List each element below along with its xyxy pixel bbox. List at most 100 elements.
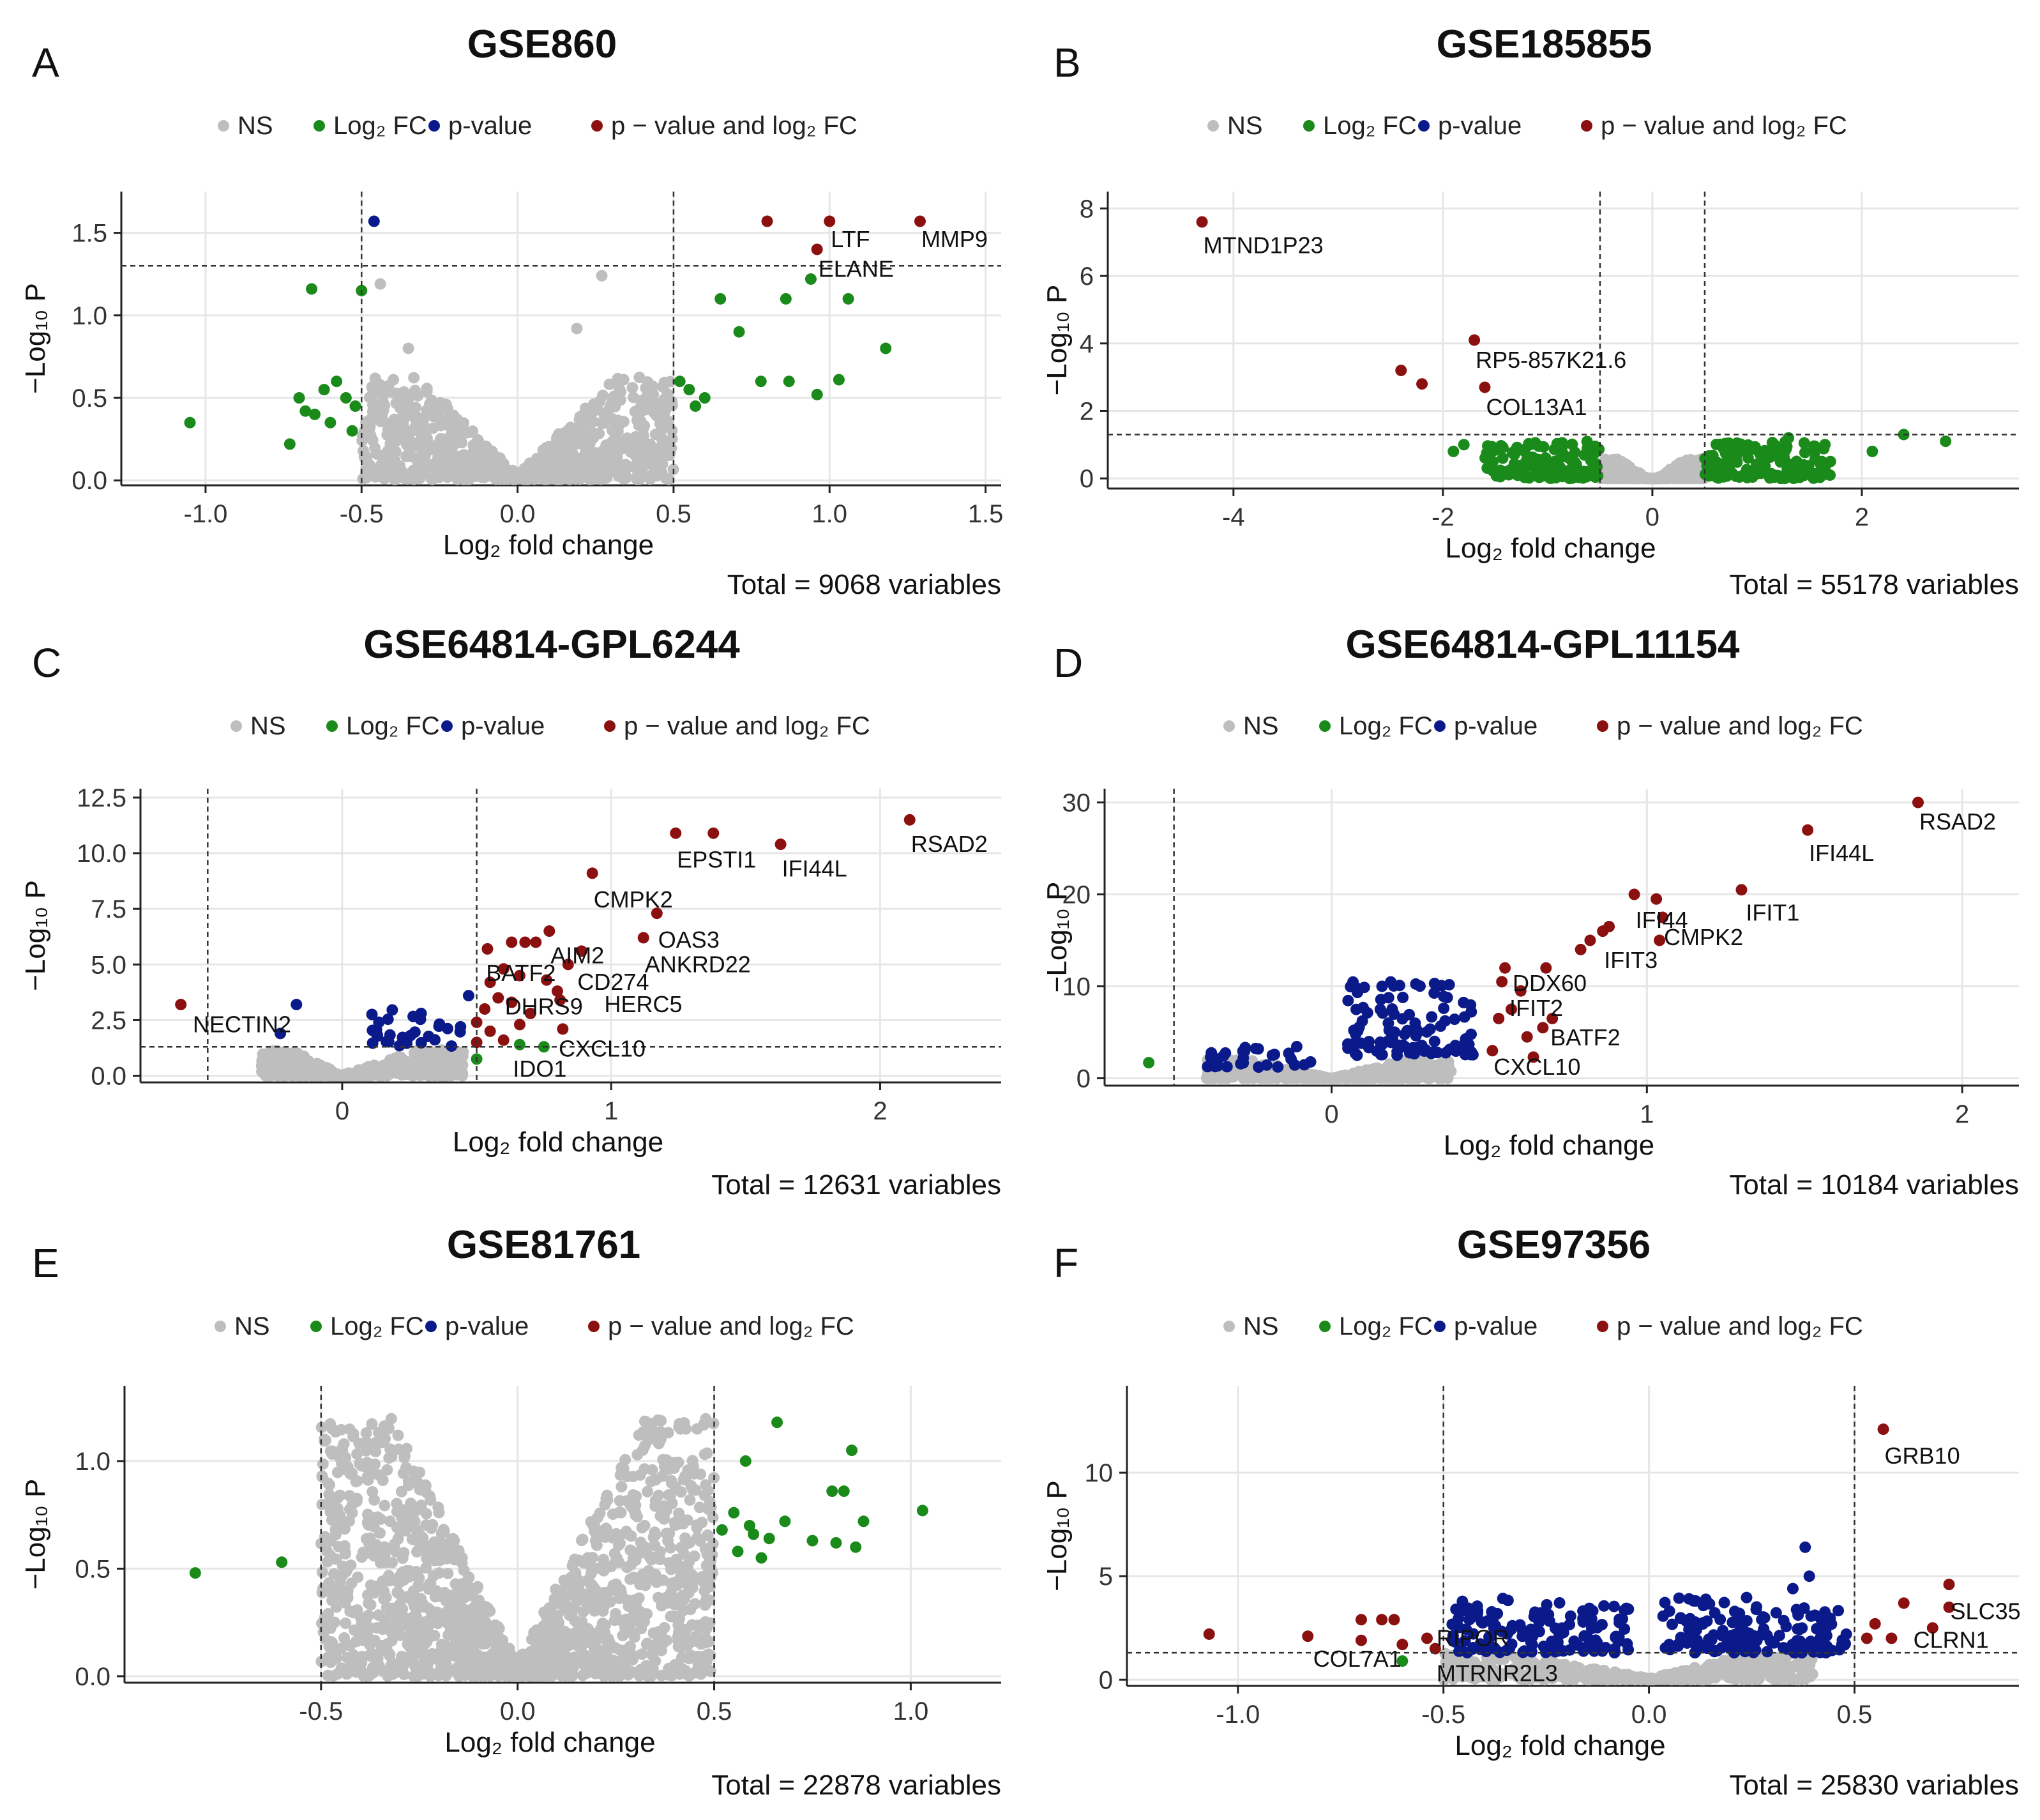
- legend-swatch-pvalue: [1418, 120, 1430, 132]
- point-ns: [408, 372, 420, 384]
- point-ns: [1336, 1070, 1349, 1082]
- panel-letter: A: [32, 40, 59, 86]
- point-ns: [324, 1501, 336, 1513]
- point-ns: [642, 1485, 654, 1498]
- caption-total: Total = 9068 variables: [727, 569, 1001, 600]
- point-ns: [381, 1464, 393, 1476]
- point-ns: [338, 1540, 351, 1552]
- gene-label: NECTIN2: [193, 1011, 291, 1037]
- point-ns: [687, 1575, 699, 1587]
- point-ns: [449, 1607, 461, 1619]
- gene-label: AIM2: [550, 942, 604, 968]
- point-ns: [404, 1565, 416, 1577]
- point-ns: [423, 1619, 435, 1632]
- point-log2fc: [1790, 471, 1802, 483]
- point-ns: [460, 473, 472, 485]
- point-ns: [285, 1061, 297, 1073]
- point-ns: [647, 1646, 659, 1658]
- point-pvalue: [1235, 1058, 1247, 1070]
- x-axis-title: Log₂ fold change: [453, 1126, 663, 1158]
- point-ns: [1419, 1057, 1431, 1069]
- point-ns: [481, 1605, 494, 1618]
- point-log2fc: [283, 438, 296, 450]
- y-axis-title: −Log₁₀ P: [1041, 1480, 1073, 1591]
- point-ns: [398, 1547, 410, 1559]
- point-ns: [365, 1599, 377, 1611]
- point-log2fc: [1712, 472, 1725, 484]
- point-pvalue: [1209, 1061, 1221, 1073]
- point-ns: [409, 1634, 421, 1646]
- point-both: [1505, 1003, 1517, 1015]
- point-log2fc: [683, 384, 695, 396]
- y-axis-title: −Log₁₀ P: [1041, 882, 1073, 993]
- point-ns: [396, 1512, 408, 1524]
- point-ns: [362, 420, 374, 432]
- point-ns: [457, 1046, 469, 1058]
- legend-label-both: p − value and log₂ FC: [624, 712, 870, 740]
- x-tick-label: 1: [1640, 1100, 1654, 1128]
- point-pvalue: [429, 1034, 441, 1046]
- point-ns: [621, 1561, 633, 1574]
- point-ns: [573, 1579, 585, 1591]
- point-ns: [588, 1643, 600, 1655]
- legend-label-pvalue: p-value: [1454, 712, 1538, 740]
- point-ns: [395, 1485, 407, 1498]
- caption-total: Total = 22878 variables: [711, 1770, 1001, 1801]
- point-log2fc: [763, 1533, 775, 1545]
- point-ns: [435, 1639, 448, 1651]
- point-ns: [614, 1495, 626, 1507]
- point-ns: [649, 1526, 661, 1538]
- point-ns: [1440, 1058, 1453, 1070]
- point-ns: [418, 1655, 430, 1667]
- point-ns: [319, 1063, 331, 1075]
- point-log2fc: [1534, 467, 1546, 479]
- point-ns: [361, 1547, 374, 1559]
- x-tick-label: 2: [1955, 1100, 1969, 1128]
- point-both: [519, 936, 531, 948]
- point-pvalue: [382, 1013, 394, 1026]
- point-ns: [448, 1542, 460, 1554]
- point-ns: [584, 438, 596, 450]
- point-both: [637, 932, 649, 944]
- legend-swatch-log2fc: [310, 1321, 322, 1332]
- point-ns: [571, 322, 583, 335]
- y-tick-label: 0.0: [72, 467, 107, 495]
- point-log2fc: [728, 1506, 740, 1519]
- point-both: [554, 994, 566, 1006]
- point-ns: [427, 422, 439, 434]
- point-ns: [677, 1639, 690, 1651]
- point-ns: [376, 1070, 388, 1082]
- point-ns: [361, 1065, 374, 1077]
- point-ns: [627, 1552, 639, 1565]
- point-ns: [363, 1537, 375, 1549]
- point-ns: [413, 1067, 425, 1079]
- point-ns: [662, 1427, 674, 1439]
- point-pvalue: [368, 215, 380, 227]
- point-ns: [322, 1608, 335, 1620]
- point-ns: [462, 1613, 474, 1625]
- point-ns: [397, 1467, 409, 1480]
- point-pvalue: [1239, 1042, 1251, 1054]
- point-ns: [610, 1528, 623, 1540]
- point-ns: [424, 1670, 436, 1682]
- point-log2fc: [340, 392, 352, 404]
- panel-letter: B: [1054, 40, 1081, 86]
- gene-label: COL13A1: [1486, 394, 1587, 420]
- point-ns: [321, 1556, 333, 1568]
- point-log2fc: [811, 388, 823, 400]
- point-ns: [446, 416, 458, 428]
- point-ns: [652, 1591, 664, 1604]
- point-ns: [392, 1429, 404, 1441]
- point-ns: [636, 1648, 648, 1660]
- point-ns: [376, 1436, 388, 1448]
- point-ns: [683, 1587, 695, 1599]
- point-ns: [569, 1589, 581, 1602]
- caption-total: Total = 25830 variables: [1729, 1770, 2019, 1801]
- point-log2fc: [293, 392, 305, 404]
- point-ns: [331, 1069, 343, 1081]
- point-ns: [608, 1547, 621, 1559]
- point-ns: [386, 1668, 398, 1680]
- point-pvalue: [1393, 1039, 1405, 1051]
- point-ns: [413, 1572, 425, 1584]
- point-both: [1654, 934, 1666, 946]
